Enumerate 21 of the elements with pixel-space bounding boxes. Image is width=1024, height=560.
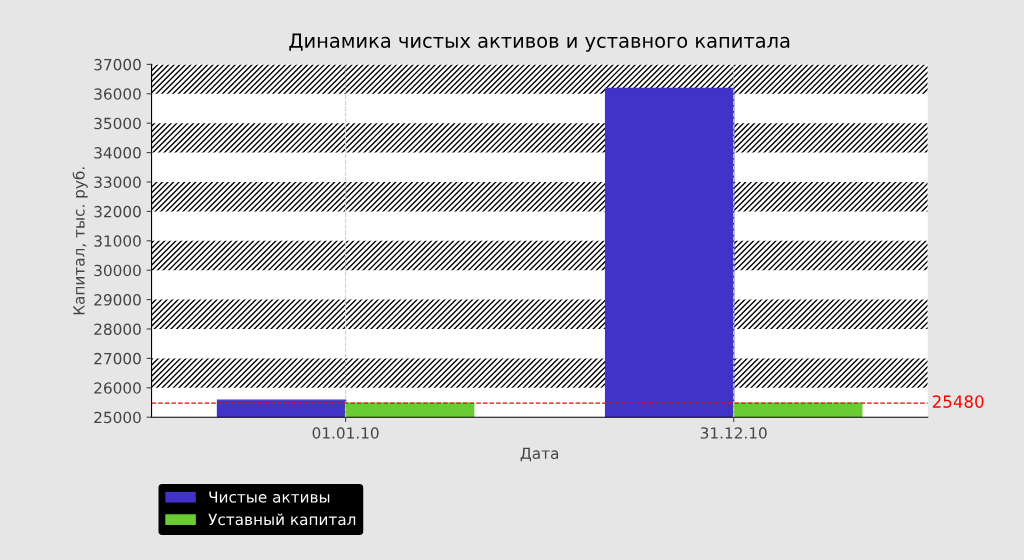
chart-title: Динамика чистых активов и уставного капитала	[289, 33, 790, 52]
x-tick-label: 01.01.10	[312, 427, 379, 439]
y-tick-label: 27000	[94, 352, 141, 365]
legend-label: Уставный капитал	[208, 513, 356, 526]
y-tick-label: 37000	[94, 58, 141, 71]
y-tick-label: 32000	[94, 205, 141, 218]
ref-line-label: 25480	[932, 395, 984, 408]
y-tick-label: 31000	[94, 235, 141, 247]
y-tick-label: 33000	[94, 176, 141, 189]
y-tick-label: 34000	[94, 147, 141, 159]
y-axis-title: Капитал, тыс. руб.	[72, 167, 88, 315]
y-tick-label: 30000	[94, 264, 141, 277]
y-tick-label: 29000	[94, 294, 141, 306]
legend-label: Чистые активы	[209, 491, 330, 503]
y-tick-label: 36000	[94, 88, 141, 100]
x-axis-title: Дата	[520, 447, 559, 462]
y-tick-label: 25000	[94, 411, 141, 424]
y-tick-label: 26000	[94, 382, 141, 394]
y-tick-label: 35000	[94, 117, 141, 130]
y-tick-label: 28000	[94, 323, 141, 336]
x-tick-label: 31.12.10	[700, 427, 767, 439]
